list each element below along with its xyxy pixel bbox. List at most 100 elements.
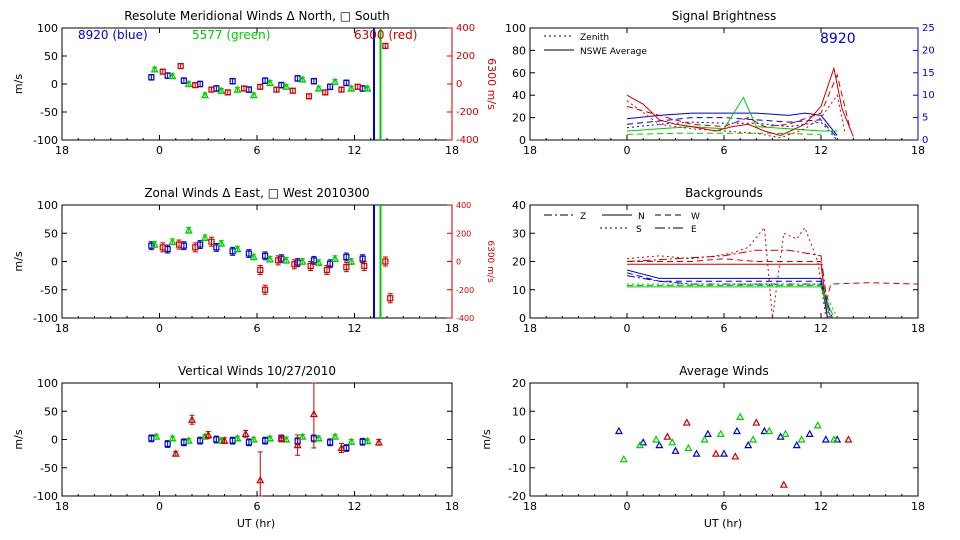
data-point: [204, 430, 213, 439]
data-point: [323, 266, 330, 274]
panel-title: Backgrounds: [685, 186, 763, 200]
x-tick-label: 12: [348, 144, 362, 157]
right-y-tick-label: 400: [456, 201, 471, 210]
y-tick-label: 20: [512, 256, 526, 269]
data-point: [233, 85, 242, 93]
data-point: [164, 440, 171, 448]
panel-title: Resolute Meridional Winds Δ North, □ Sou…: [124, 9, 390, 23]
x-tick-label: 18: [445, 500, 459, 513]
y-tick-label: 30: [512, 227, 526, 240]
right-axis-label: 6300 m/s: [485, 58, 498, 110]
data-point: [159, 244, 166, 251]
data-point: [213, 436, 220, 443]
x-tick-label: 6: [254, 322, 261, 335]
data-point: [703, 429, 712, 437]
data-point: [354, 83, 361, 90]
data-point: [314, 84, 323, 92]
series-red-dash: [626, 73, 851, 129]
data-point: [265, 78, 275, 86]
data-point: [184, 436, 193, 444]
data-point: [298, 432, 307, 440]
data-point: [731, 452, 740, 460]
series-red-avg: [626, 66, 854, 137]
legend-label: W: [691, 212, 700, 222]
right-y-tick-label: -200: [456, 286, 474, 295]
data-point: [382, 258, 389, 265]
series-blue-Z: [626, 275, 832, 319]
data-point: [639, 438, 648, 446]
data-point: [749, 435, 758, 443]
data-point: [175, 241, 183, 248]
data-point: [821, 435, 830, 443]
data-point: [387, 295, 394, 302]
right-y-tick-label: 20: [922, 45, 935, 56]
data-point: [257, 266, 264, 274]
y-tick-label: 0: [51, 434, 58, 447]
y-tick-label: 10: [512, 405, 526, 418]
series-5577: [152, 432, 372, 445]
y-tick-label: 80: [512, 44, 526, 57]
plot-frame: [529, 382, 919, 497]
series-red-W: [627, 258, 919, 305]
series-blue-zen: [626, 121, 838, 141]
data-point: [668, 438, 677, 446]
series-line: [626, 73, 851, 129]
series-green-W: [627, 285, 835, 319]
x-tick-label: 6: [721, 144, 728, 157]
data-point: [180, 77, 187, 84]
data-point: [224, 89, 231, 96]
panel-title: Zonal Winds Δ East, □ West 2010300: [144, 186, 369, 200]
series-line: [627, 258, 919, 305]
series-6300: [159, 42, 389, 100]
x-tick-label: 18: [445, 144, 459, 157]
series-green-dash: [626, 132, 822, 135]
data-point: [184, 79, 193, 88]
data-point: [298, 257, 307, 265]
data-point: [310, 257, 317, 264]
data-point: [240, 85, 248, 92]
x-tick-label: 12: [814, 322, 828, 335]
data-point: [314, 434, 323, 442]
data-point: [168, 434, 177, 442]
data-point: [200, 90, 210, 99]
x-tick-label: 0: [156, 322, 163, 335]
data-point: [744, 440, 753, 449]
data-point: [663, 432, 672, 440]
plot-frame: [529, 27, 919, 141]
y-axis-label: m/s: [12, 429, 25, 449]
data-point: [347, 437, 356, 445]
data-point: [652, 435, 661, 443]
data-point: [684, 443, 693, 452]
y-tick-label: 60: [512, 67, 526, 80]
data-point: [711, 449, 720, 457]
x-tick-label: 18: [55, 500, 69, 513]
x-tick-label: 18: [523, 500, 537, 513]
data-point: [262, 252, 269, 259]
data-point: [700, 435, 709, 443]
data-point: [150, 240, 159, 248]
data-point: [233, 244, 242, 253]
data-point: [347, 84, 356, 92]
data-point: [327, 260, 334, 267]
data-point: [309, 409, 318, 418]
data-point: [265, 254, 275, 263]
figure-xlabel-left: UT (hr): [237, 517, 275, 530]
series-line: [627, 286, 832, 319]
series-blue-W: [626, 272, 833, 319]
series-6300: [159, 236, 394, 304]
y-tick-label: 50: [44, 405, 58, 418]
data-point: [275, 257, 282, 264]
y-tick-label: 40: [512, 89, 526, 102]
data-point: [278, 82, 285, 89]
right-axis-label: 6300 m/s: [485, 240, 495, 283]
series-line: [626, 66, 854, 137]
data-point: [792, 440, 801, 449]
y-tick-label: -100: [33, 490, 58, 503]
data-point: [148, 242, 155, 249]
channel-label: 8920: [820, 31, 856, 47]
x-tick-label: 6: [721, 500, 728, 513]
data-point: [265, 434, 275, 442]
data-point: [338, 86, 345, 93]
y-tick-label: -50: [40, 462, 58, 475]
series-line: [626, 132, 822, 135]
